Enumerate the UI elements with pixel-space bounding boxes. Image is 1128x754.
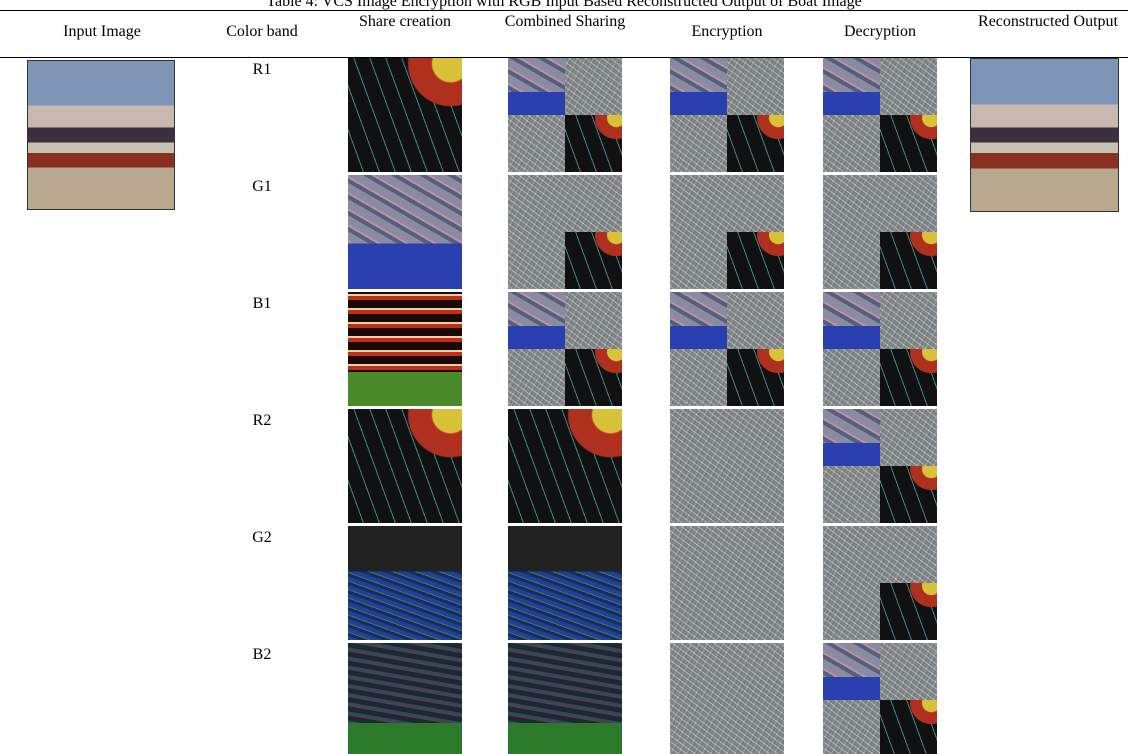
share-image (670, 409, 784, 523)
share-image (348, 175, 462, 289)
column-header: Reconstructed Output (978, 12, 1118, 31)
share-image (823, 292, 937, 406)
quadrant (727, 349, 784, 406)
share-image (508, 526, 622, 640)
quadrant (565, 349, 622, 406)
quadrant (727, 115, 784, 172)
rule (0, 10, 1128, 11)
row-label: G1 (222, 177, 302, 196)
quadrant (880, 583, 937, 640)
column-header: Decryption (820, 22, 940, 41)
quadrant (565, 115, 622, 172)
share-image (670, 292, 784, 406)
column-header: Combined Sharing (500, 12, 630, 31)
row-label: G2 (222, 528, 302, 547)
quadrant (880, 115, 937, 172)
input-image (27, 60, 175, 210)
share-image (508, 58, 622, 172)
share-image (348, 526, 462, 640)
column-header: Encryption (667, 22, 787, 41)
quadrant (823, 643, 880, 700)
quadrant (823, 292, 880, 349)
share-image (823, 643, 937, 754)
share-image (508, 643, 622, 754)
share-image (348, 409, 462, 523)
quadrant (823, 409, 880, 466)
quadrant (880, 700, 937, 754)
share-image (670, 643, 784, 754)
share-image (348, 643, 462, 754)
quadrant (508, 292, 565, 349)
quadrant (670, 292, 727, 349)
share-image (508, 292, 622, 406)
quadrant (823, 58, 880, 115)
output-image (970, 58, 1119, 212)
row-label: R1 (222, 60, 302, 79)
share-image (508, 175, 622, 289)
quadrant (727, 232, 784, 289)
quadrant (508, 58, 565, 115)
share-image (823, 175, 937, 289)
column-header: Share creation (345, 12, 465, 31)
share-image (823, 58, 937, 172)
share-image (670, 175, 784, 289)
share-image (348, 292, 462, 406)
page: Table 4: VCS Image Encryption with RGB I… (0, 0, 1128, 754)
share-image (823, 526, 937, 640)
column-header: Color band (202, 22, 322, 41)
row-label: B1 (222, 294, 302, 313)
quadrant (565, 232, 622, 289)
share-image (348, 58, 462, 172)
quadrant (880, 232, 937, 289)
share-image (823, 409, 937, 523)
row-label: R2 (222, 411, 302, 430)
quadrant (880, 466, 937, 523)
quadrant (880, 349, 937, 406)
quadrant (670, 58, 727, 115)
row-label: B2 (222, 645, 302, 664)
share-image (508, 409, 622, 523)
share-image (670, 58, 784, 172)
column-header: Input Image (27, 22, 177, 41)
share-image (670, 526, 784, 640)
